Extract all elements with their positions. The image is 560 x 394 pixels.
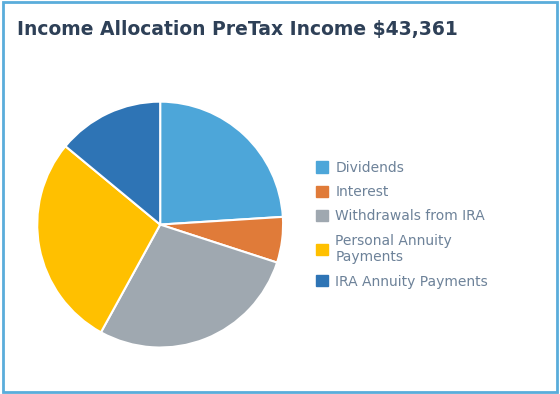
Legend: Dividends, Interest, Withdrawals from IRA, Personal Annuity
Payments, IRA Annuit: Dividends, Interest, Withdrawals from IR… xyxy=(310,155,493,294)
Text: Income Allocation PreTax Income $43,361: Income Allocation PreTax Income $43,361 xyxy=(17,20,458,39)
Wedge shape xyxy=(101,225,277,348)
Wedge shape xyxy=(37,146,160,332)
Wedge shape xyxy=(160,217,283,262)
Wedge shape xyxy=(66,102,160,225)
Wedge shape xyxy=(160,102,283,225)
